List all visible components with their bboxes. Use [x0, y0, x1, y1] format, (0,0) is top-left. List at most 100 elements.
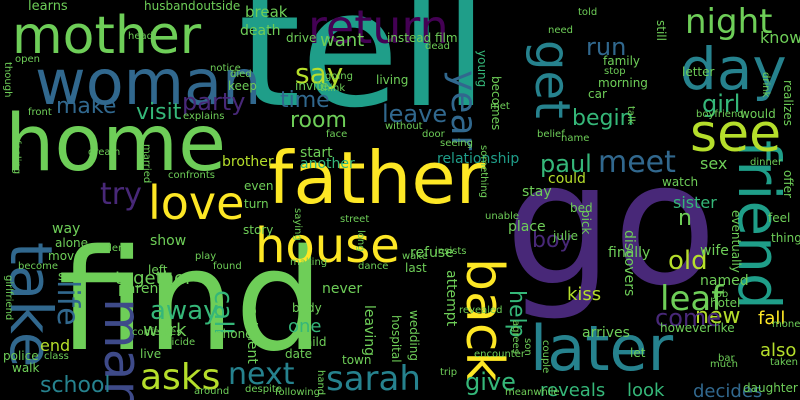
word-invite: invite [295, 79, 329, 93]
word-discovers: discovers [621, 230, 637, 297]
word-start: start [300, 145, 333, 161]
word-face: face [326, 129, 348, 140]
word-police: police [3, 349, 39, 363]
word-arrives: arrives [582, 325, 630, 341]
word-walk: walk [12, 361, 40, 375]
word-seeing: seeing [440, 138, 473, 149]
word-n: n [678, 206, 692, 231]
word-car: car [588, 87, 607, 101]
word-daughter: daughter [743, 381, 798, 395]
word-married: married [141, 144, 152, 184]
word-night: night [685, 2, 773, 42]
word-call: call [208, 290, 238, 335]
word-party: party [182, 88, 246, 116]
word-long: long [355, 230, 366, 252]
word-paul: paul [540, 150, 592, 178]
word-death: death [240, 23, 281, 39]
word-school: school [40, 373, 111, 398]
word-head: head [128, 31, 153, 42]
word-soon: soon [58, 269, 87, 283]
word-letter: letter [682, 65, 715, 79]
word-fall: fall [758, 308, 786, 329]
word-sarah: sarah [326, 359, 421, 399]
word-meet: meet [598, 145, 676, 180]
word-new: new [695, 304, 741, 329]
word-back: back [454, 258, 514, 382]
word-leave: leave [382, 100, 448, 128]
word-man: man [92, 298, 152, 400]
word-like: like [714, 321, 735, 335]
word-left: left [148, 263, 168, 277]
word-last: last [405, 261, 427, 275]
word-leaf: leaf [660, 279, 724, 319]
word-suicide: suicide [160, 337, 196, 348]
word-julie: julie [553, 229, 578, 243]
word-work: work [143, 320, 187, 341]
word-following: following [275, 387, 320, 398]
word-love: love [148, 176, 245, 230]
word-mother: mother [12, 6, 202, 66]
word-body: body [292, 301, 322, 315]
word-though: though [2, 62, 13, 98]
word-way: way [52, 221, 81, 237]
word-reveals: reveals [540, 380, 606, 400]
word-going: going [325, 71, 353, 82]
word-found: found [213, 261, 242, 272]
word-taken: taken [770, 357, 798, 368]
word-confronts: confronts [168, 170, 215, 181]
word-dinner: dinner [750, 157, 783, 168]
word-class: class [44, 351, 69, 362]
word-another: another [300, 156, 355, 172]
word-name: name [561, 133, 590, 144]
word-child: child [298, 335, 327, 349]
word-notice: notice [210, 63, 241, 74]
word-break: break [245, 3, 288, 21]
word-phone: phone [215, 327, 253, 341]
word-dead: dead [425, 41, 450, 52]
word-wake: wake [402, 251, 428, 262]
word-turn: turn [244, 197, 269, 211]
word-begin: begin [572, 106, 634, 131]
word-find: find [58, 220, 324, 383]
word-try: try [100, 177, 142, 212]
word-husband: husband [144, 0, 196, 13]
word-drive: drive [286, 31, 317, 45]
word-never: never [322, 281, 363, 297]
word-film: film [435, 31, 458, 45]
word-visit: visit [136, 100, 182, 125]
word-come: come [655, 304, 722, 332]
word-pick: pick [579, 210, 593, 235]
word-help: help [504, 290, 529, 338]
word-bar: bar [718, 353, 735, 364]
word-would: would [740, 107, 776, 121]
word-give: give [465, 368, 516, 396]
word-learns: learns [28, 0, 68, 14]
word-trip: trip [440, 367, 458, 378]
word-sex: sex [700, 154, 728, 173]
word-house: house [255, 218, 400, 274]
word-told: told [578, 7, 598, 18]
word-become: become [18, 261, 59, 272]
word-stop: stop [604, 66, 626, 77]
word-however: however [660, 321, 712, 335]
word-despite: despite [245, 384, 282, 395]
word-one: one [288, 316, 322, 337]
word-life: life [50, 280, 85, 326]
word-place: place [508, 219, 546, 235]
word-say: say [295, 57, 344, 90]
word-bed: bed [570, 201, 593, 215]
word-girlfriend: girlfriend [3, 275, 14, 321]
word-boy: boy [532, 228, 573, 253]
word-morning: morning [598, 76, 648, 90]
word-together: together [115, 268, 193, 289]
word-end: end [40, 336, 71, 355]
word-could: could [548, 171, 586, 187]
word-family: family [603, 54, 641, 68]
word-show: show [150, 233, 187, 249]
word-sister: sister [673, 193, 717, 212]
word-encounter: encounter [474, 349, 525, 360]
word-around: around [194, 386, 230, 397]
word-move: move [48, 249, 82, 263]
word-talk: talk [625, 106, 636, 125]
